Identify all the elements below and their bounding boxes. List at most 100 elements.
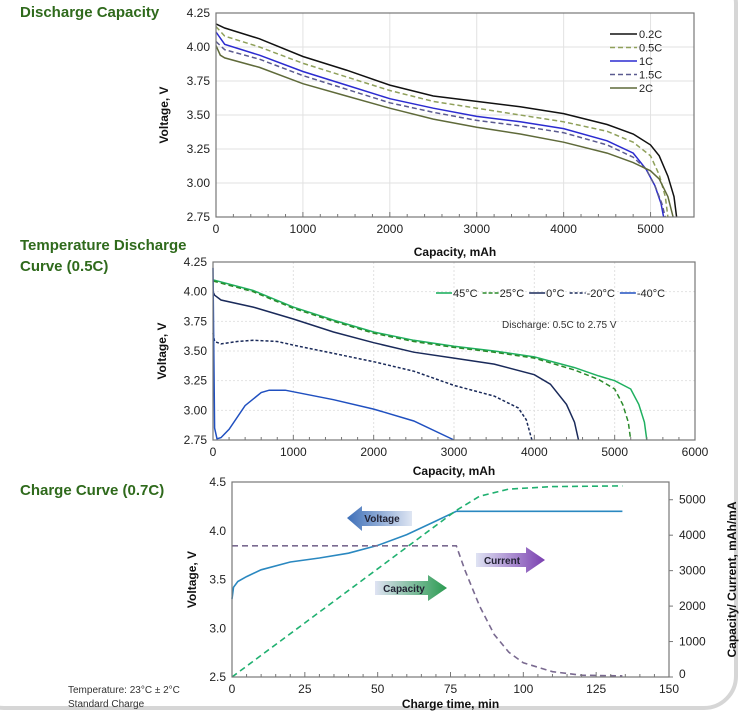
- x-tick-label: 0: [213, 222, 220, 236]
- y2-tick-label: 4000: [679, 528, 706, 542]
- y-tick-label: 3.50: [187, 108, 211, 122]
- x-tick-label: 2000: [376, 222, 403, 236]
- x-tick-label: 0: [229, 682, 236, 696]
- voltage-arrow-label: Voltage: [364, 514, 400, 525]
- x-tick-label: 0: [210, 445, 217, 459]
- chart-2: 0 1000 2000 3000 4000 5000 6000 2.75 3.00 3.25 3.5…: [155, 255, 709, 478]
- legend: 45°C 25°C 0°C -20°C -40°C: [436, 288, 665, 300]
- plot-frame: [215, 12, 695, 218]
- y-tick-label: 4.5: [209, 475, 226, 489]
- section-title-charge-curve: Charge Curve (0.7C): [20, 482, 165, 499]
- series-line-current: [232, 545, 623, 677]
- y-tick-label: 3.0: [209, 621, 226, 635]
- arrow-right-icon: [375, 575, 447, 601]
- note-temperature: Temperature: 23°C ± 2°C: [68, 685, 180, 696]
- x-tick-label: 100: [513, 682, 533, 696]
- series-line--20-c: [212, 333, 533, 441]
- legend-label: 25°C: [500, 288, 525, 300]
- y-tick-label: 3.25: [187, 142, 211, 156]
- y2-tick-label: 3000: [679, 564, 706, 578]
- y-tick-label: 4.00: [187, 40, 211, 54]
- legend-label: 45°C: [453, 288, 478, 300]
- legend-label: 0.2C: [639, 29, 662, 41]
- legend-label: 1.5C: [639, 70, 662, 82]
- y-tick-label: 3.75: [184, 314, 208, 328]
- series-line-25-c: [212, 280, 632, 441]
- legend-label: 0°C: [546, 288, 565, 300]
- x-axis-title: Charge time, min: [402, 697, 499, 711]
- series-line-0-5c: [215, 26, 669, 218]
- series-line-0-2c: [215, 23, 678, 218]
- series-line-2c: [215, 45, 674, 218]
- note-standard-charge: Standard Charge: [68, 699, 145, 710]
- y-tick-label: 2.75: [187, 210, 211, 224]
- x-tick-label: 3000: [441, 445, 468, 459]
- y-tick-label: 3.50: [184, 344, 208, 358]
- series-line-45-c: [212, 279, 648, 441]
- y-tick-label: 4.25: [184, 255, 208, 269]
- series-line-0-c: [212, 291, 580, 441]
- y-tick-label: 3.75: [187, 74, 211, 88]
- y-axis-title: Voltage, V: [157, 86, 171, 143]
- section-title-line-2: Curve (0.5C): [20, 258, 109, 275]
- series-line-1-5c: [215, 41, 667, 218]
- legend-label: -20°C: [587, 288, 615, 300]
- section-title-line-1: Temperature Discharge: [20, 237, 187, 254]
- section-title-temperature-discharge: Temperature Discharge Curve (0.5C): [20, 235, 186, 277]
- y-tick-label: 4.00: [184, 285, 208, 299]
- legend-label: 2C: [639, 83, 653, 95]
- y2-tick-label: 1000: [679, 635, 706, 649]
- current-arrow: Current: [476, 547, 545, 573]
- y-tick-label: 2.75: [184, 433, 208, 447]
- chart-3: 0 25 50 75 100 125 150 2.5 3.0 3.5 4.0 4.5 0 1000 2000…: [185, 475, 739, 711]
- x-tick-label: 4000: [521, 445, 548, 459]
- y-tick-label: 3.00: [184, 403, 208, 417]
- y-tick-label: 3.00: [187, 176, 211, 190]
- arrow-left-icon: [347, 506, 412, 531]
- y-tick-label: 2.5: [209, 670, 226, 684]
- y-axis-title: Voltage, V: [185, 551, 199, 608]
- y2-tick-label: 2000: [679, 599, 706, 613]
- series-line-capacity: [231, 485, 623, 678]
- x-tick-label: 2000: [360, 445, 387, 459]
- x-tick-label: 75: [444, 682, 458, 696]
- capacity-arrow-label: Capacity: [383, 584, 425, 595]
- x-tick-label: 25: [298, 682, 312, 696]
- x-axis-title: Capacity, mAh: [414, 245, 496, 259]
- x-tick-label: 4000: [550, 222, 577, 236]
- series-line--40-c: [212, 267, 455, 441]
- x-tick-label: 125: [586, 682, 606, 696]
- x-tick-label: 3000: [463, 222, 490, 236]
- x-tick-label: 5000: [637, 222, 664, 236]
- legend-label: 0.5C: [639, 43, 662, 55]
- y-tick-label: 4.25: [187, 6, 211, 20]
- current-arrow-label: Current: [484, 556, 521, 567]
- x-tick-label: 50: [371, 682, 385, 696]
- y-tick-label: 3.5: [209, 573, 226, 587]
- legend-label: 1C: [639, 56, 653, 68]
- voltage-arrow: Voltage: [347, 506, 412, 531]
- chart-1: 0 1000 2000 3000 4000 5000 2.75 3.00 3.25 3.50 3.7…: [157, 6, 695, 259]
- y2-axis-title: Capacity/ Current, mAh/mA: [725, 501, 739, 657]
- x-tick-label: 5000: [601, 445, 628, 459]
- x-tick-label: 1000: [280, 445, 307, 459]
- y2-tick-label: 5000: [679, 493, 706, 507]
- capacity-arrow: Capacity: [375, 575, 447, 601]
- legend-label: -40°C: [637, 288, 665, 300]
- chart-annotation: Discharge: 0.5C to 2.75 V: [502, 320, 617, 331]
- x-axis-title: Capacity, mAh: [413, 464, 495, 478]
- x-tick-label: 6000: [682, 445, 709, 459]
- y2-tick-label: 0: [679, 667, 686, 681]
- panel-border: [0, 0, 738, 710]
- series-line-voltage: [231, 510, 623, 600]
- arrow-right-icon: [476, 547, 545, 573]
- y-tick-label: 4.0: [209, 524, 226, 538]
- y-tick-label: 3.25: [184, 374, 208, 388]
- series-line-1c: [215, 31, 665, 218]
- section-title-discharge-capacity: Discharge Capacity: [20, 4, 160, 21]
- y-axis-title: Voltage, V: [155, 322, 169, 379]
- x-tick-label: 1000: [290, 222, 317, 236]
- x-tick-label: 150: [659, 682, 679, 696]
